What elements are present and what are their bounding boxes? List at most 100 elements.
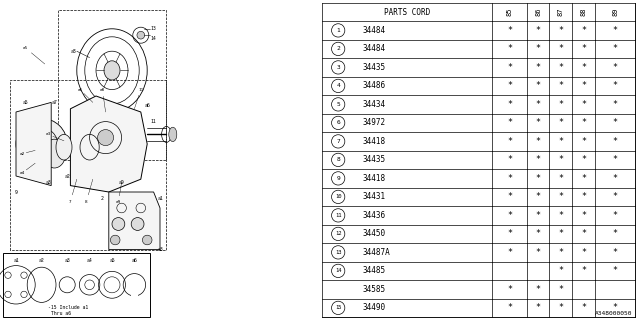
Text: a6: a6	[77, 88, 83, 92]
Circle shape	[143, 235, 152, 245]
Text: *: *	[536, 26, 541, 35]
Text: *: *	[612, 137, 618, 146]
Text: *: *	[507, 118, 512, 127]
Text: *: *	[536, 285, 541, 294]
Text: a4: a4	[20, 171, 25, 175]
Text: 7: 7	[336, 139, 340, 144]
Text: 2: 2	[101, 196, 104, 201]
Circle shape	[111, 235, 120, 245]
Text: *: *	[507, 63, 512, 72]
Circle shape	[16, 118, 67, 170]
Text: 34436: 34436	[363, 211, 386, 220]
Text: a2: a2	[65, 173, 70, 179]
Text: 5: 5	[336, 102, 340, 107]
Circle shape	[5, 291, 11, 298]
Text: a5: a5	[109, 258, 115, 263]
Text: *: *	[536, 81, 541, 90]
Text: 12: 12	[335, 231, 342, 236]
Text: *: *	[558, 285, 563, 294]
Text: 34434: 34434	[363, 100, 386, 109]
Text: *: *	[612, 211, 618, 220]
Text: *: *	[581, 266, 586, 276]
Text: A348000050: A348000050	[595, 311, 632, 316]
Text: 9: 9	[15, 189, 17, 195]
Circle shape	[137, 31, 145, 39]
Text: *: *	[612, 118, 618, 127]
Polygon shape	[70, 96, 147, 192]
Circle shape	[20, 272, 27, 278]
Text: *: *	[581, 118, 586, 127]
Text: *: *	[536, 137, 541, 146]
Text: *: *	[507, 303, 512, 312]
Bar	[3, 253, 150, 317]
Text: *: *	[558, 100, 563, 109]
Text: a5: a5	[23, 100, 28, 105]
Text: a9: a9	[116, 200, 121, 204]
Text: 13: 13	[335, 250, 342, 255]
Text: *: *	[612, 174, 618, 183]
Text: 87: 87	[558, 8, 564, 16]
Text: *: *	[558, 174, 563, 183]
Text: *: *	[612, 229, 618, 238]
Text: *: *	[558, 303, 563, 312]
Text: 15: 15	[335, 305, 342, 310]
Bar	[131, 293, 138, 298]
Text: *: *	[507, 229, 512, 238]
Text: 86: 86	[535, 8, 541, 16]
Text: *: *	[536, 156, 541, 164]
Text: *: *	[581, 174, 586, 183]
Text: Thru a6: Thru a6	[48, 311, 71, 316]
Text: 9: 9	[336, 176, 340, 181]
Text: 10: 10	[335, 194, 342, 199]
Text: a6: a6	[132, 258, 137, 263]
Text: 3: 3	[336, 65, 340, 70]
Text: *: *	[581, 137, 586, 146]
Text: *: *	[612, 100, 618, 109]
Text: *: *	[581, 303, 586, 312]
Text: *: *	[581, 192, 586, 201]
Text: *: *	[536, 44, 541, 53]
Text: *: *	[507, 44, 512, 53]
Ellipse shape	[169, 127, 177, 141]
Text: *: *	[507, 100, 512, 109]
Circle shape	[131, 218, 144, 230]
Circle shape	[5, 272, 11, 278]
Text: *: *	[558, 63, 563, 72]
Text: *: *	[558, 26, 563, 35]
Text: *: *	[507, 156, 512, 164]
Circle shape	[85, 280, 95, 290]
Text: *: *	[581, 44, 586, 53]
Ellipse shape	[44, 139, 66, 168]
Text: *: *	[507, 137, 512, 146]
Text: a8: a8	[100, 88, 105, 92]
Text: 85: 85	[506, 8, 513, 16]
Text: *: *	[581, 81, 586, 90]
Text: 1: 1	[336, 28, 340, 33]
Text: *: *	[558, 192, 563, 201]
Text: 13: 13	[151, 26, 156, 31]
Text: *: *	[558, 44, 563, 53]
Text: a3: a3	[45, 180, 51, 185]
Text: 34486: 34486	[363, 81, 386, 90]
Circle shape	[20, 291, 27, 298]
Text: a3: a3	[157, 247, 163, 252]
Text: -15 Include a1: -15 Include a1	[48, 305, 88, 310]
Text: *: *	[507, 192, 512, 201]
Text: 2: 2	[336, 46, 340, 52]
Text: *: *	[536, 118, 541, 127]
Text: *: *	[612, 44, 618, 53]
Text: *: *	[612, 81, 618, 90]
Text: 34485: 34485	[363, 266, 386, 276]
Text: a4: a4	[87, 258, 92, 263]
Text: *: *	[536, 248, 541, 257]
Text: 4: 4	[336, 84, 340, 88]
Text: 34418: 34418	[363, 174, 386, 183]
Text: a8: a8	[70, 49, 76, 54]
Circle shape	[112, 218, 125, 230]
Text: *: *	[581, 248, 586, 257]
Text: *: *	[536, 100, 541, 109]
Text: 34418: 34418	[363, 137, 386, 146]
Text: *: *	[558, 137, 563, 146]
Text: a1: a1	[157, 196, 163, 201]
Text: *: *	[581, 211, 586, 220]
